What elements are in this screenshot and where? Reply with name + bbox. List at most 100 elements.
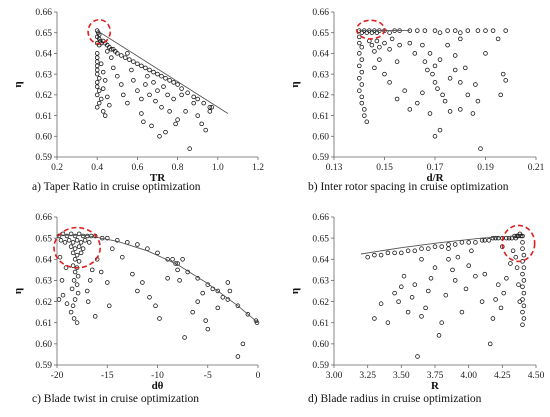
data-point	[201, 100, 206, 106]
data-point	[445, 28, 450, 33]
data-point	[141, 119, 146, 125]
data-point	[199, 121, 204, 127]
x-axis-label: R	[431, 380, 440, 392]
data-point	[495, 36, 501, 42]
data-point	[412, 282, 418, 287]
data-point	[378, 301, 384, 306]
data-point	[94, 71, 100, 77]
data-point	[439, 320, 444, 325]
data-point	[369, 30, 375, 35]
data-point	[427, 111, 433, 116]
data-point	[465, 28, 471, 33]
data-point	[470, 111, 476, 116]
data-point	[432, 244, 438, 249]
data-point	[482, 238, 488, 243]
y-tick-label: 0.64	[35, 50, 52, 60]
data-point	[459, 240, 465, 245]
y-tick-label: 0.60	[312, 340, 329, 350]
data-point	[76, 244, 82, 249]
data-point	[372, 316, 377, 321]
data-point	[84, 288, 90, 294]
data-point	[107, 303, 112, 309]
data-point	[58, 238, 64, 243]
data-point	[397, 42, 402, 48]
y-tick-label: 0.64	[35, 255, 52, 265]
data-point	[235, 354, 241, 359]
x-tick-label: -10	[151, 371, 164, 381]
data-point	[215, 305, 221, 311]
data-point	[447, 76, 453, 81]
data-point	[96, 100, 102, 106]
data-point	[520, 240, 525, 245]
y-tick-label: 0.65	[35, 234, 52, 244]
y-axis-label: η	[289, 81, 301, 87]
data-point	[69, 286, 75, 292]
panel-caption: c) Blade twist in cruise optimization	[32, 393, 199, 405]
x-tick-label: 3.25	[359, 371, 376, 381]
data-point	[68, 231, 74, 237]
y-tick-label: 0.65	[312, 234, 329, 244]
data-point	[94, 84, 100, 89]
data-point	[157, 134, 162, 139]
x-tick-label: 0.6	[131, 163, 143, 173]
data-point	[357, 63, 362, 69]
data-point	[458, 36, 463, 42]
x-tick-label: -20	[51, 371, 64, 381]
data-point	[399, 250, 404, 256]
data-point	[173, 121, 178, 127]
y-tick-label: 0.63	[35, 70, 52, 80]
data-point	[139, 63, 144, 69]
y-tick-label: 0.65	[312, 29, 329, 39]
data-point	[139, 96, 144, 102]
data-point	[135, 88, 140, 93]
y-tick-label: 0.62	[312, 91, 329, 101]
data-point	[64, 301, 70, 306]
data-point	[167, 78, 172, 83]
data-point	[131, 78, 136, 83]
data-point	[87, 278, 93, 283]
data-point	[209, 105, 215, 110]
data-point	[102, 78, 108, 83]
panel-caption: a) Taper Ratio in cruise optimization	[32, 181, 201, 193]
data-point	[245, 312, 251, 317]
data-point	[521, 303, 527, 309]
data-point	[458, 80, 463, 85]
data-point	[147, 295, 152, 300]
data-point	[96, 76, 102, 81]
data-point	[191, 94, 196, 100]
data-point	[513, 254, 519, 260]
data-point	[68, 244, 74, 249]
data-point	[520, 271, 525, 277]
data-point	[455, 254, 461, 260]
data-point	[105, 235, 110, 241]
data-point	[409, 295, 415, 300]
data-point	[143, 65, 148, 71]
data-point	[203, 318, 208, 323]
data-point	[170, 257, 175, 262]
data-point	[163, 76, 168, 81]
data-point	[419, 257, 424, 262]
data-point	[500, 71, 506, 77]
data-point	[357, 40, 362, 46]
data-point	[399, 284, 404, 290]
data-point	[72, 257, 78, 262]
data-point	[92, 314, 98, 319]
x-tick-label: 0	[256, 371, 261, 381]
data-point	[450, 267, 455, 273]
data-point	[145, 73, 150, 79]
data-point	[94, 59, 100, 64]
data-point	[402, 88, 407, 93]
data-point	[520, 246, 525, 251]
data-point	[89, 267, 95, 273]
data-point	[110, 246, 115, 251]
data-point	[432, 265, 438, 270]
data-point	[452, 67, 458, 73]
data-point	[195, 96, 200, 102]
x-axis-label: TR	[150, 172, 166, 184]
data-point	[387, 30, 392, 35]
data-point	[362, 107, 367, 112]
data-point	[139, 111, 144, 116]
data-point	[147, 67, 152, 73]
y-tick-label: 0.60	[35, 340, 52, 350]
data-point	[359, 57, 365, 62]
